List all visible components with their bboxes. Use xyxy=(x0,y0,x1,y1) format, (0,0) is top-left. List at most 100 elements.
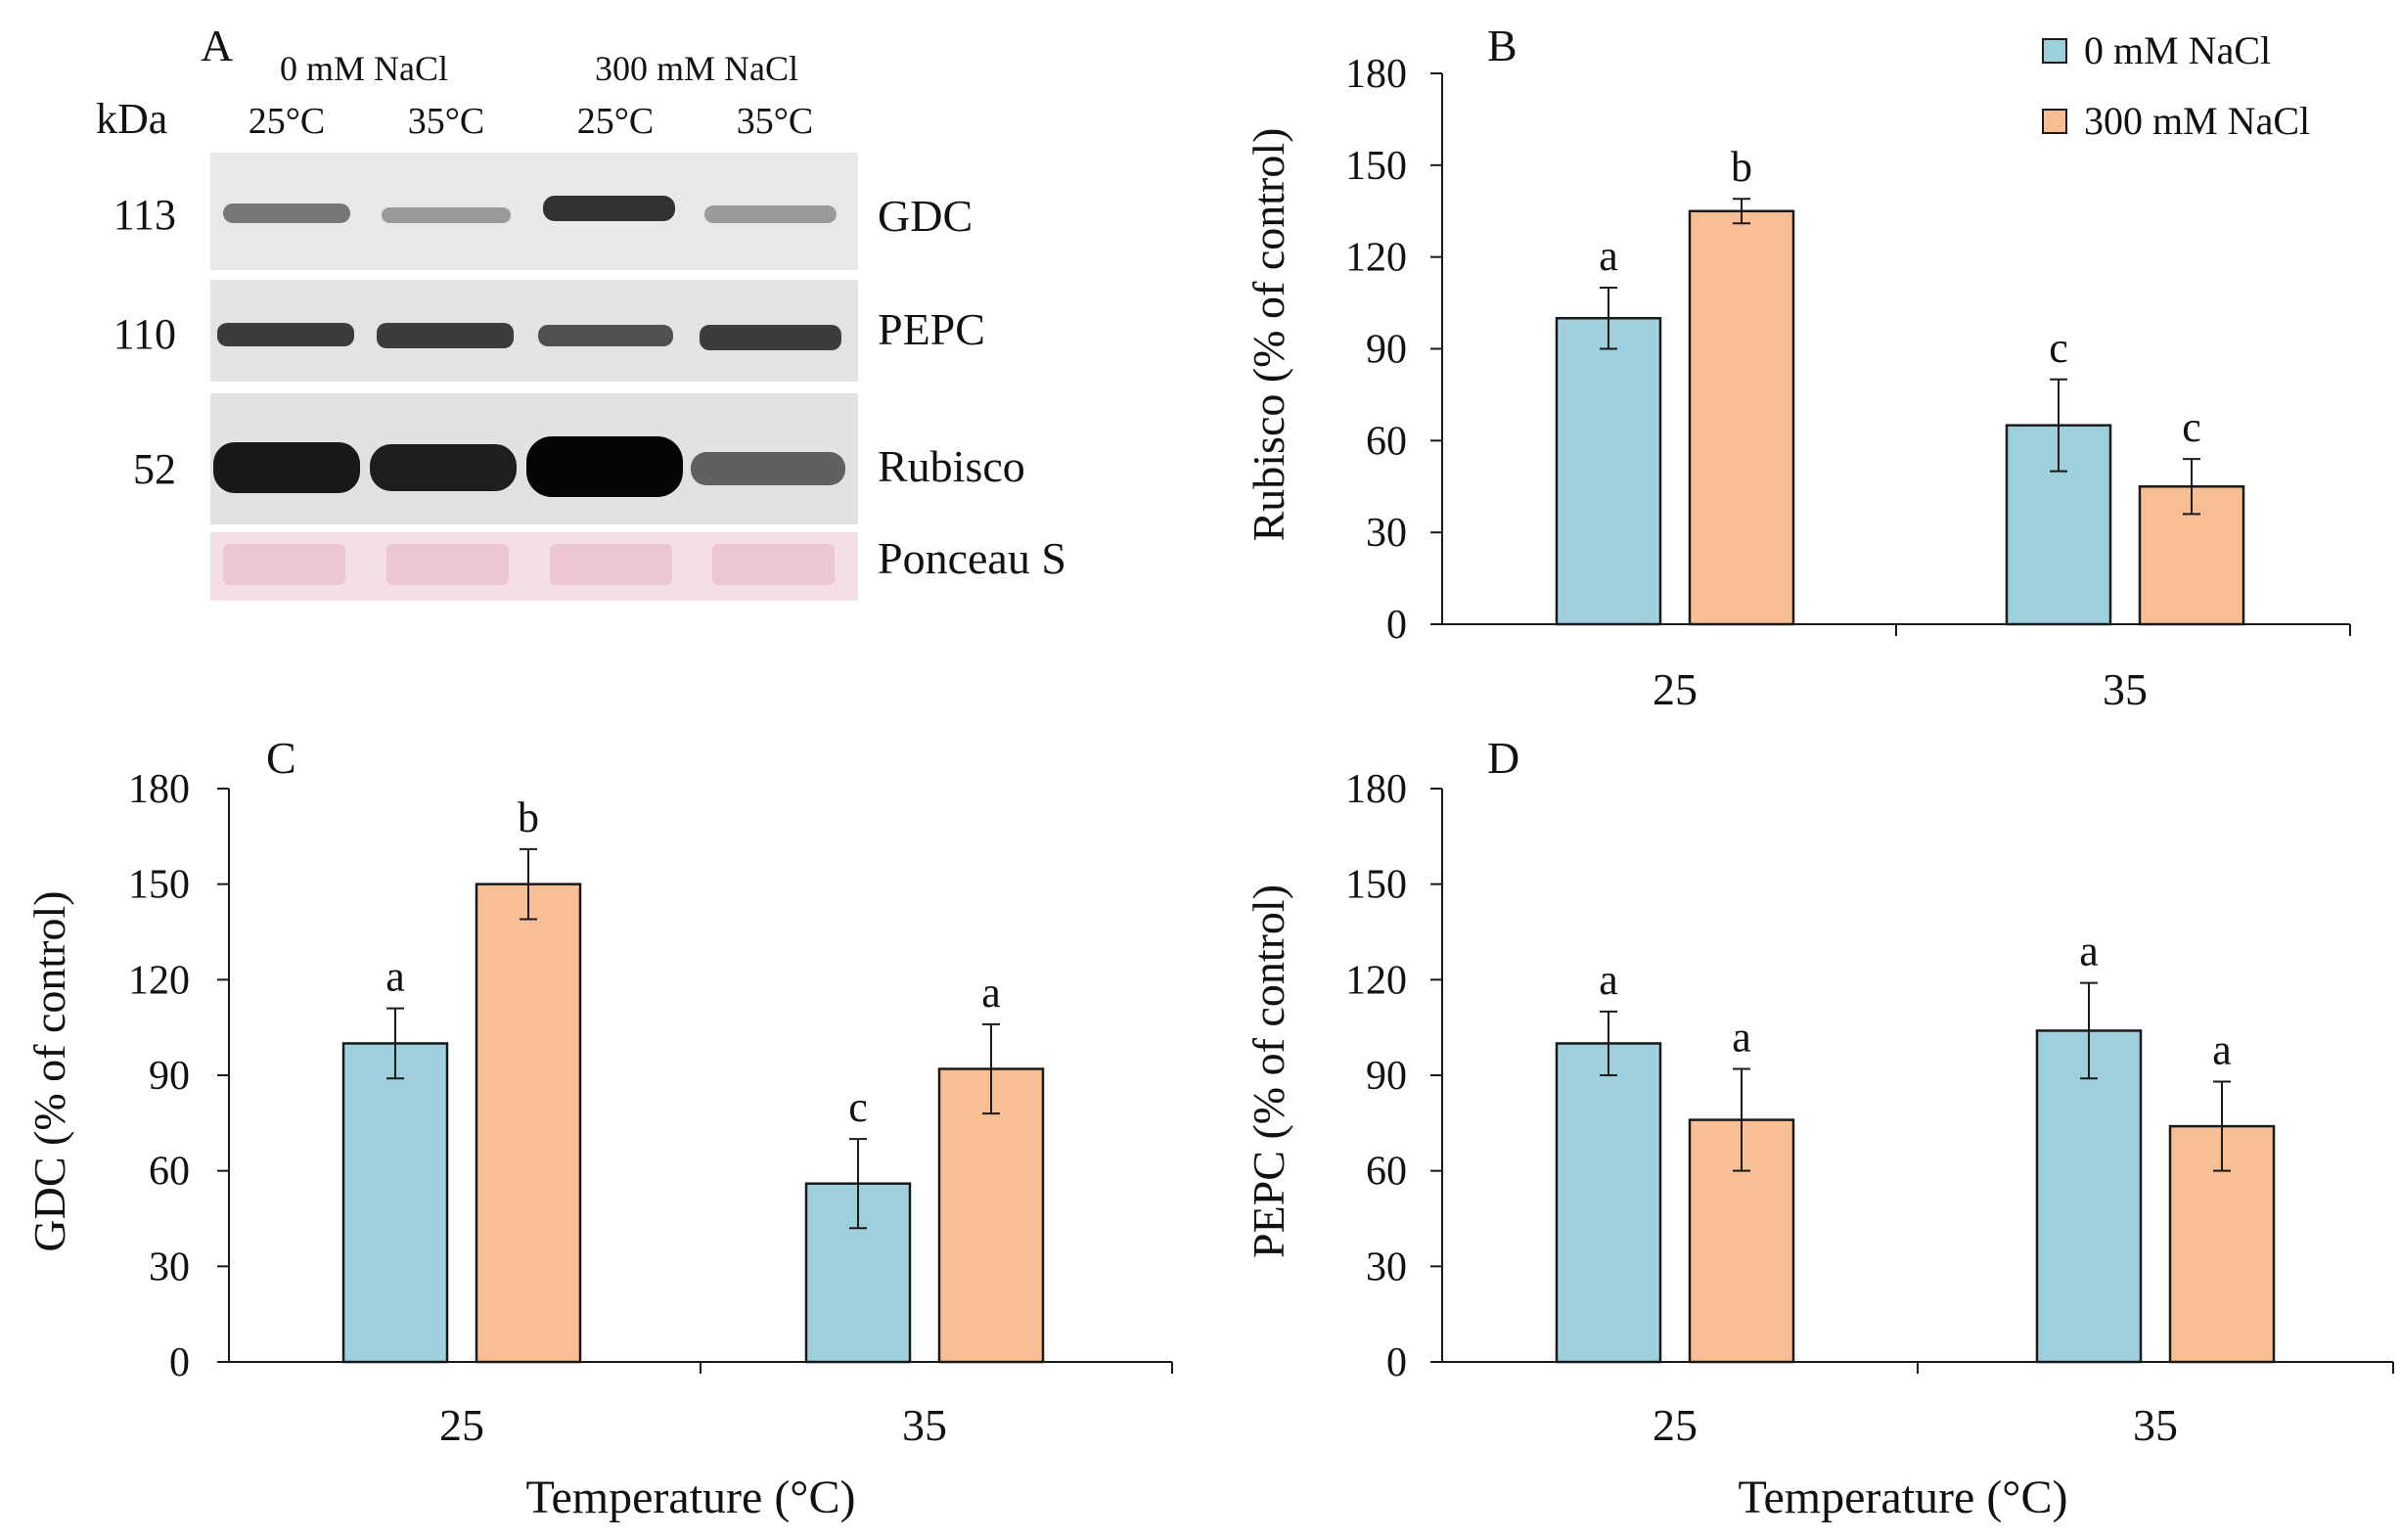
chart-c-category-label-25: 25 xyxy=(439,1400,484,1450)
band-ponceau-4 xyxy=(712,544,835,585)
chart-d-bar-0mm-25 xyxy=(1555,1042,1662,1364)
protein-gdc: GDC xyxy=(878,191,973,241)
chart-c-category-label-35: 35 xyxy=(902,1400,947,1450)
chart-d-category-label-35: 35 xyxy=(2133,1400,2178,1450)
chart-c-ytick-label-150: 150 xyxy=(128,863,190,908)
bands-pepc xyxy=(217,323,841,350)
panel-a: A 0 mM NaCl 300 mM NaCl kDa 25°C 35°C 25… xyxy=(96,21,1066,601)
band-gdc-1 xyxy=(223,204,350,223)
kda-52: 52 xyxy=(133,445,176,493)
chart-b-ytick-label-90: 90 xyxy=(1366,328,1407,373)
chart-c-sig-letter-300mm-25: b xyxy=(518,793,539,841)
chart-d-sig-letter-0mm-35: a xyxy=(2079,928,2099,975)
band-pepc-3 xyxy=(538,325,673,346)
band-ponceau-2 xyxy=(386,544,509,585)
chart-d-sig-letter-0mm-25: a xyxy=(1599,956,1618,1004)
bands-rubisco xyxy=(213,436,845,497)
lane-label-1: 25°C xyxy=(249,101,326,142)
chart-b-sig-letter-300mm-35: c xyxy=(2182,403,2201,451)
band-rubisco-2 xyxy=(370,444,517,491)
chart-b: B Rubisco (% of control) 0 mM NaCl 300 m… xyxy=(1244,21,2351,714)
lane-label-3: 25°C xyxy=(577,101,655,142)
chart-b-ytick-label-120: 120 xyxy=(1345,236,1407,281)
chart-c-sig-letter-300mm-35: a xyxy=(981,969,1001,1017)
bands-ponceau xyxy=(223,544,835,585)
legend-label-300mm: 300 mM NaCl xyxy=(2084,99,2310,143)
bands-gdc xyxy=(223,196,837,223)
band-pepc-2 xyxy=(377,323,514,348)
chart-b-ytick-label-0: 0 xyxy=(1386,603,1407,648)
chart-d-ytick-label-120: 120 xyxy=(1345,958,1407,1003)
chart-b-category-label-25: 25 xyxy=(1653,664,1698,714)
chart-b-ylabel: Rubisco (% of control) xyxy=(1244,128,1293,542)
chart-c-bar-0mm-25 xyxy=(341,1042,449,1364)
chart-b-ytick-label-60: 60 xyxy=(1366,419,1407,464)
chart-c-ytick-label-90: 90 xyxy=(149,1054,190,1099)
chart-d-letter: D xyxy=(1487,733,1519,783)
chart-c-bar-300mm-35 xyxy=(937,1067,1045,1364)
lane-label-2: 35°C xyxy=(408,101,485,142)
band-ponceau-1 xyxy=(223,544,345,585)
protein-rubisco: Rubisco xyxy=(878,441,1025,491)
protein-pepc: PEPC xyxy=(878,304,985,354)
chart-b-ytick-label-30: 30 xyxy=(1366,511,1407,556)
chart-c-ytick-label-60: 60 xyxy=(149,1150,190,1195)
chart-d-ytick-label-0: 0 xyxy=(1386,1340,1407,1385)
blot-strip-ponceau xyxy=(210,532,858,601)
chart-b-bar-300mm-25 xyxy=(1688,209,1795,626)
panel-a-letter: A xyxy=(201,21,233,70)
chart-c: C GDC (% of control) Temperature (°C) 0 3… xyxy=(24,733,1173,1523)
chart-b-legend: 0 mM NaCl 300 mM NaCl xyxy=(2042,28,2310,143)
band-rubisco-4 xyxy=(691,452,845,485)
band-rubisco-1 xyxy=(213,442,360,493)
chart-d-sig-letter-300mm-35: a xyxy=(2212,1026,2232,1074)
chart-b-sig-letter-300mm-25: b xyxy=(1731,143,1752,191)
chart-c-ytick-label-180: 180 xyxy=(128,767,190,812)
kda-113: 113 xyxy=(113,191,176,239)
chart-b-sig-letter-0mm-35: c xyxy=(2049,324,2068,372)
chart-c-ytick-label-30: 30 xyxy=(149,1245,190,1290)
band-gdc-3 xyxy=(543,196,675,221)
chart-b-sig-letter-0mm-25: a xyxy=(1599,232,1618,280)
chart-b-letter: B xyxy=(1487,21,1517,70)
legend-swatch-0mm xyxy=(2042,38,2067,64)
band-gdc-2 xyxy=(382,207,511,223)
band-gdc-4 xyxy=(704,205,837,223)
chart-c-sig-letter-0mm-25: a xyxy=(385,953,405,1001)
chart-c-ytick-label-120: 120 xyxy=(128,958,190,1003)
kda-label: kDa xyxy=(96,95,167,143)
chart-d-ytick-label-60: 60 xyxy=(1366,1150,1407,1195)
kda-110: 110 xyxy=(113,310,176,358)
chart-b-bar-0mm-25 xyxy=(1555,316,1662,626)
chart-c-bar-300mm-25 xyxy=(475,883,582,1364)
chart-d-ytick-label-90: 90 xyxy=(1366,1054,1407,1099)
chart-d-xlabel: Temperature (°C) xyxy=(1738,1472,2067,1523)
chart-d-sig-letter-300mm-25: a xyxy=(1732,1013,1751,1061)
group-label-300mm: 300 mM NaCl xyxy=(595,49,798,88)
chart-b-ytick-label-150: 150 xyxy=(1345,144,1407,189)
band-rubisco-3 xyxy=(526,436,683,497)
chart-c-letter: C xyxy=(266,733,296,783)
chart-b-ytick-label-180: 180 xyxy=(1345,52,1407,97)
chart-d-ytick-label-150: 150 xyxy=(1345,863,1407,908)
band-pepc-1 xyxy=(217,323,354,346)
legend-label-0mm: 0 mM NaCl xyxy=(2084,28,2271,72)
chart-c-xlabel: Temperature (°C) xyxy=(525,1472,855,1523)
lane-label-4: 35°C xyxy=(737,101,814,142)
chart-d-ytick-label-30: 30 xyxy=(1366,1245,1407,1290)
chart-c-sig-letter-0mm-35: c xyxy=(848,1083,868,1131)
chart-d-category-label-25: 25 xyxy=(1653,1400,1698,1450)
band-pepc-4 xyxy=(700,325,841,350)
chart-c-ytick-label-0: 0 xyxy=(169,1340,190,1385)
band-ponceau-3 xyxy=(550,544,672,585)
chart-d-ytick-label-180: 180 xyxy=(1345,767,1407,812)
chart-c-ylabel: GDC (% of control) xyxy=(24,890,74,1251)
chart-d: D PEPC (% of control) Temperature (°C) 0… xyxy=(1244,733,2394,1523)
chart-d-bar-0mm-35 xyxy=(2035,1029,2143,1364)
group-label-0mm: 0 mM NaCl xyxy=(280,49,448,88)
legend-swatch-300mm xyxy=(2042,109,2067,134)
chart-d-ylabel: PEPC (% of control) xyxy=(1244,884,1293,1258)
protein-ponceau: Ponceau S xyxy=(878,533,1066,583)
chart-b-category-label-35: 35 xyxy=(2103,664,2148,714)
